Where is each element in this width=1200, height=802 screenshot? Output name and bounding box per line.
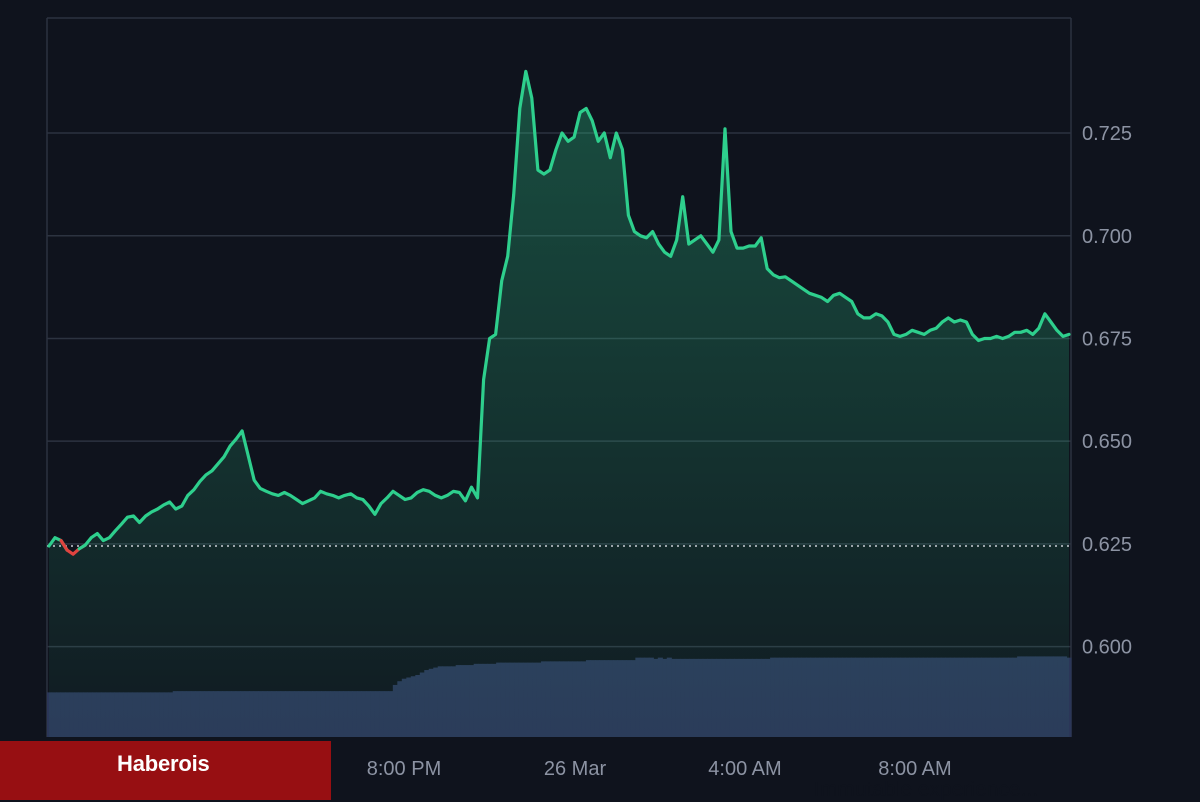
x-tick-label: 8:00 PM — [367, 758, 441, 780]
y-tick-label: 0.600 — [1082, 637, 1132, 659]
brand-banner — [0, 741, 331, 800]
y-tick-label: 0.675 — [1082, 328, 1132, 350]
price-area-fill — [49, 71, 1069, 737]
price-line-up — [77, 69, 1071, 551]
x-tick-label: 4:00 AM — [708, 758, 781, 780]
x-tick-label: 8:00 AM — [878, 758, 951, 780]
y-tick-label: 0.650 — [1082, 431, 1132, 453]
y-tick-label: 0.725 — [1082, 123, 1132, 145]
volume-bar — [1066, 657, 1072, 737]
y-tick-label: 0.625 — [1082, 534, 1132, 556]
x-tick-label: 26 Mar — [544, 758, 607, 780]
footer-caption: Immutable experience... — [814, 778, 1039, 801]
brand-logo-text: Haberois — [117, 751, 210, 776]
y-tick-label: 0.700 — [1082, 226, 1132, 248]
